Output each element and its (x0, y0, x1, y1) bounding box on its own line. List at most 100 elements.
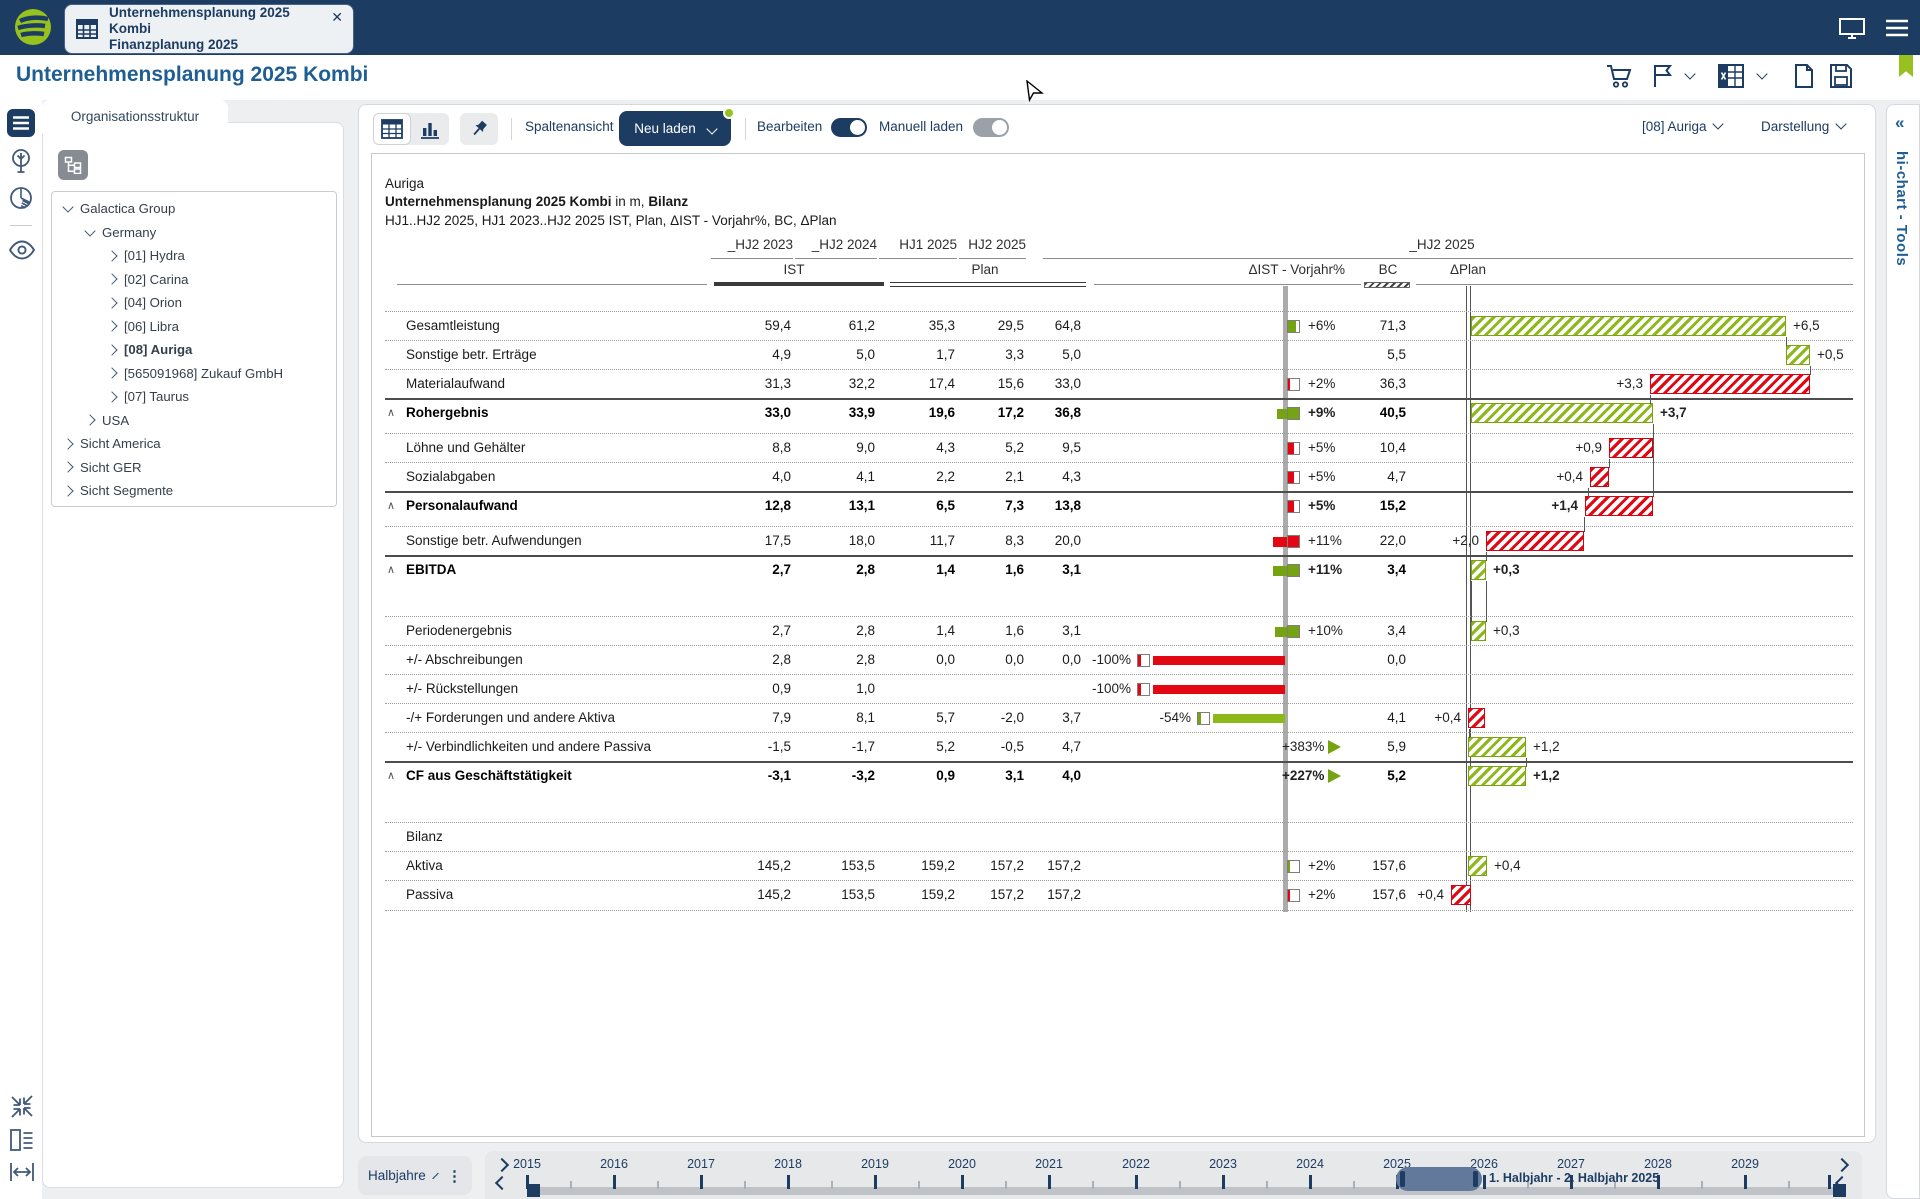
timeline-major-tick (1135, 1175, 1138, 1189)
document-tab[interactable]: Unternehmensplanung 2025 Kombi Finanzpla… (64, 4, 354, 54)
tree-item--02-carina[interactable]: [02] Carina (52, 268, 336, 292)
chevron-right-icon (62, 438, 73, 449)
waterfall-connector (1526, 758, 1527, 767)
delta-plan-bar (1468, 737, 1526, 757)
timeline-selection[interactable] (1396, 1167, 1482, 1191)
delta-plan-bar (1468, 766, 1526, 786)
spaltenansicht-dropdown[interactable]: Spaltenansicht (525, 119, 629, 134)
tree-item-galactica-group[interactable]: Galactica Group (52, 197, 336, 221)
rail-structure-button[interactable] (7, 109, 35, 137)
tree-item--04-orion[interactable]: [04] Orion (52, 291, 336, 315)
tree-item--565091968-zukauf-gmbh[interactable]: [565091968] Zukauf GmbH (52, 362, 336, 386)
row-separator (385, 526, 1853, 527)
tree-item-sicht-ger[interactable]: Sicht GER (52, 456, 336, 480)
tree-item-germany[interactable]: Germany (52, 221, 336, 245)
timeline-year-label: 2021 (1019, 1157, 1079, 1171)
chevron-right-icon (106, 344, 117, 355)
delta-plan-value: +0,4 (1494, 858, 1521, 873)
delta-plan-value: +3,7 (1660, 405, 1687, 420)
rail-divider (10, 225, 32, 226)
row-separator (385, 462, 1853, 463)
darstellung-dropdown[interactable]: Darstellung (1761, 119, 1845, 134)
flag-icon[interactable] (1652, 63, 1674, 89)
cell-value: 3,1 (1001, 562, 1081, 577)
collapse-row-icon[interactable]: ∧ (387, 769, 395, 782)
expand-panel-icon[interactable]: « (1895, 113, 1904, 133)
col-header: _HJ2 2023 (703, 237, 793, 252)
tree-item--06-libra[interactable]: [06] Libra (52, 315, 336, 339)
tree-item--01-hydra[interactable]: [01] Hydra (52, 244, 336, 268)
row-label: Sonstige betr. Erträge (406, 347, 537, 362)
delta-plan-bar (1650, 374, 1810, 394)
more-options-icon[interactable]: ⋮ (447, 1167, 462, 1185)
monitor-icon[interactable] (1838, 17, 1866, 41)
delta-ist-marker (1287, 442, 1300, 455)
pin-button[interactable] (460, 113, 498, 145)
delta-ist-value: -100% (1051, 681, 1131, 696)
row-separator (385, 645, 1853, 646)
excel-menu-chevron-icon[interactable] (1756, 68, 1767, 79)
cart-icon[interactable] (1605, 63, 1633, 89)
row-separator (385, 340, 1853, 341)
manuell-laden-toggle[interactable] (973, 118, 1009, 137)
timeline: 2015201620172018201920202021202220232024… (485, 1151, 1862, 1199)
tree-icon[interactable] (9, 148, 33, 174)
report-row: -/+ Forderungen und andere Aktiva7,98,15… (372, 704, 1866, 733)
waterfall-connector (1486, 581, 1487, 622)
tab-organisationsstruktur[interactable]: Organisationsstruktur (42, 100, 228, 134)
tree-item-sicht-segmente[interactable]: Sicht Segmente (52, 479, 336, 503)
collapse-row-icon[interactable]: ∧ (387, 563, 395, 576)
cell-value: 17,5 (711, 533, 791, 548)
bc-value: 10,4 (1326, 440, 1406, 455)
cell-value: 145,2 (711, 887, 791, 902)
timeline-year-label: 2015 (497, 1157, 557, 1171)
chart-view-button[interactable] (411, 113, 449, 145)
report-entity: Auriga (385, 176, 424, 191)
row-label: Rohergebnis (406, 405, 489, 420)
collapse-row-icon[interactable]: ∧ (387, 499, 395, 512)
menu-icon[interactable] (1884, 17, 1910, 39)
save-icon[interactable] (1829, 63, 1853, 89)
cell-value: 1,4 (875, 623, 955, 638)
delta-plan-value: +0,3 (1493, 562, 1520, 577)
timeline-left-handle[interactable] (527, 1184, 540, 1197)
row-separator (385, 555, 1853, 557)
collapse-panels-icon[interactable] (9, 1095, 35, 1119)
flag-menu-chevron-icon[interactable] (1684, 68, 1695, 79)
delta-plan-bar (1468, 856, 1487, 876)
eye-icon[interactable] (9, 240, 35, 260)
tree-item--07-taurus[interactable]: [07] Taurus (52, 385, 336, 409)
timeline-track[interactable] (530, 1187, 1846, 1195)
delta-plan-value: +0,5 (1817, 347, 1844, 362)
row-separator (385, 369, 1853, 370)
cell-value: 17,4 (875, 376, 955, 391)
side-panel-icon[interactable] (9, 1128, 35, 1152)
entity-dropdown[interactable]: [08] Auriga (1642, 119, 1722, 134)
pie-chart-icon[interactable] (9, 186, 33, 210)
tree-item-usa[interactable]: USA (52, 409, 336, 433)
collapse-row-icon[interactable]: ∧ (387, 406, 395, 419)
timeline-forward-icon[interactable] (1835, 1158, 1849, 1172)
col-header: HJ2 2025 (936, 237, 1026, 252)
cell-value: 18,0 (795, 533, 875, 548)
report-row: ∧Rohergebnis33,033,919,617,236,8+9%40,5+… (372, 399, 1866, 428)
timeline-back-icon[interactable] (495, 1176, 509, 1190)
timeline-minor-tick (918, 1181, 920, 1189)
cell-value: 1,0 (795, 681, 875, 696)
resize-width-icon[interactable] (9, 1162, 35, 1182)
new-document-icon[interactable] (1793, 63, 1815, 89)
period-selector[interactable]: Halbjahre ⋮ (358, 1156, 472, 1195)
tab-close-icon[interactable]: ✕ (331, 9, 343, 26)
table-view-button[interactable] (373, 113, 411, 145)
timeline-right-handle[interactable] (1833, 1184, 1846, 1197)
cell-value: 2,8 (795, 652, 875, 667)
tree-item--08-auriga[interactable]: [08] Auriga (52, 338, 336, 362)
cell-value: 35,3 (875, 318, 955, 333)
tree-item-sicht-america[interactable]: Sicht America (52, 432, 336, 456)
cell-value: 64,8 (1001, 318, 1081, 333)
bearbeiten-toggle[interactable] (831, 118, 867, 137)
delta-ist-marker (1197, 712, 1210, 725)
excel-export-icon[interactable] (1717, 63, 1745, 89)
org-chart-view-button[interactable] (58, 150, 88, 180)
reload-button[interactable]: Neu laden (619, 111, 731, 146)
